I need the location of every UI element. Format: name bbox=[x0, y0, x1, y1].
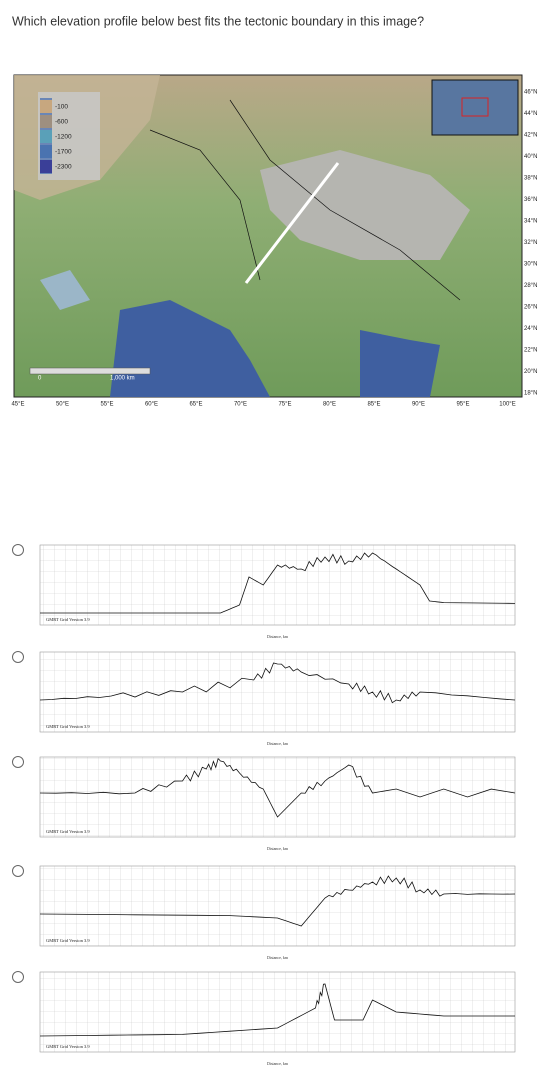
grid-version-label: GMRT Grid Version 3.9 bbox=[46, 1044, 90, 1049]
longitude-label: 80°E bbox=[323, 402, 336, 408]
longitude-label: 50°E bbox=[56, 402, 69, 408]
radio-button[interactable] bbox=[12, 544, 24, 556]
latitude-label: 32°N bbox=[524, 240, 537, 246]
latitude-label: 40°N bbox=[524, 154, 537, 160]
map: -100 -600 -1200 -1700 -2300 0 1,000 km 46°N 44°… bbox=[11, 74, 537, 408]
profile-grid bbox=[39, 865, 516, 947]
latitude-label: 24°N bbox=[524, 326, 537, 332]
legend-swatch bbox=[40, 145, 52, 158]
bay-of-bengal bbox=[360, 330, 440, 397]
legend-label: -100 bbox=[55, 104, 68, 111]
longitude-label: 45°E bbox=[11, 402, 24, 408]
elevation-profile bbox=[39, 662, 516, 704]
x-axis-label: Distance, km bbox=[267, 955, 289, 961]
legend-label: -600 bbox=[55, 119, 68, 126]
latitude-label: 46°N bbox=[524, 90, 537, 96]
longitude-label: 90°E bbox=[412, 402, 425, 408]
latitude-label: 26°N bbox=[524, 305, 537, 311]
gulf bbox=[40, 270, 90, 310]
scale-label: 1,000 km bbox=[110, 376, 135, 382]
radio-button[interactable] bbox=[12, 756, 24, 768]
profile-grid bbox=[39, 651, 516, 733]
longitude-label: 95°E bbox=[456, 402, 469, 408]
latitude-label: 22°N bbox=[524, 348, 537, 354]
latitude-label: 18°N bbox=[524, 391, 537, 397]
x-axis-label: Distance, km bbox=[267, 846, 289, 852]
answer-option[interactable]: GMRT Grid Version 3.9 Distance, km bbox=[12, 971, 516, 1067]
x-axis-label: Distance, km bbox=[267, 634, 289, 640]
scale-bar bbox=[29, 367, 151, 375]
legend-label: -2300 bbox=[55, 164, 72, 171]
latitude-label: 28°N bbox=[524, 283, 537, 289]
profile-line bbox=[244, 162, 340, 284]
legend-swatch bbox=[40, 115, 52, 128]
latitude-label: 42°N bbox=[524, 133, 537, 139]
answer-option[interactable]: GMRT Grid Version 3.9 Distance, km bbox=[12, 544, 516, 640]
grid-version-label: GMRT Grid Version 3.9 bbox=[46, 617, 90, 622]
legend-label: -1700 bbox=[55, 149, 72, 156]
elevation-profile bbox=[39, 875, 516, 927]
question: Which elevation profile below best fits … bbox=[12, 14, 424, 28]
scale-label: 0 bbox=[38, 376, 42, 382]
longitude-label: 70°E bbox=[234, 402, 247, 408]
profile-grid bbox=[39, 971, 516, 1053]
elevation-profile bbox=[39, 983, 515, 1037]
elevation-profile bbox=[40, 552, 516, 614]
legend-swatch bbox=[40, 100, 52, 113]
x-axis-label: Distance, km bbox=[267, 741, 289, 747]
x-axis-label: Distance, km bbox=[267, 1061, 289, 1067]
longitude-label: 55°E bbox=[100, 402, 113, 408]
inset-box bbox=[461, 97, 489, 117]
tibet bbox=[260, 150, 470, 260]
radio-button[interactable] bbox=[12, 651, 24, 663]
profile-grid bbox=[39, 756, 516, 838]
latitude-label: 38°N bbox=[524, 176, 537, 182]
longitude-label: 60°E bbox=[145, 402, 158, 408]
answer-option[interactable]: GMRT Grid Version 3.9 Distance, km bbox=[12, 865, 516, 961]
grid-version-label: GMRT Grid Version 3.9 bbox=[46, 938, 90, 943]
longitude-label: 65°E bbox=[189, 402, 202, 408]
latitude-label: 44°N bbox=[524, 111, 537, 117]
longitude-label: 75°E bbox=[278, 402, 291, 408]
grid-version-label: GMRT Grid Version 3.9 bbox=[46, 829, 90, 834]
borders bbox=[149, 99, 461, 301]
profile-grid bbox=[39, 544, 516, 626]
longitude-label: 85°E bbox=[367, 402, 380, 408]
latitude-label: 36°N bbox=[524, 197, 537, 203]
latitude-label: 30°N bbox=[524, 262, 537, 268]
answer-option[interactable]: GMRT Grid Version 3.9 Distance, km bbox=[12, 651, 516, 747]
legend-swatch bbox=[40, 160, 52, 173]
latitude-label: 34°N bbox=[524, 219, 537, 225]
elevation-profile bbox=[39, 757, 516, 818]
inset-map bbox=[431, 79, 519, 136]
latitude-label: 20°N bbox=[524, 369, 537, 375]
longitude-label: 100°E bbox=[499, 402, 515, 408]
grid-version-label: GMRT Grid Version 3.9 bbox=[46, 724, 90, 729]
legend-swatch bbox=[40, 130, 52, 143]
legend-label: -1200 bbox=[55, 134, 72, 141]
radio-button[interactable] bbox=[12, 865, 24, 877]
answer-option[interactable]: GMRT Grid Version 3.9 Distance, km bbox=[12, 756, 516, 852]
radio-button[interactable] bbox=[12, 971, 24, 983]
